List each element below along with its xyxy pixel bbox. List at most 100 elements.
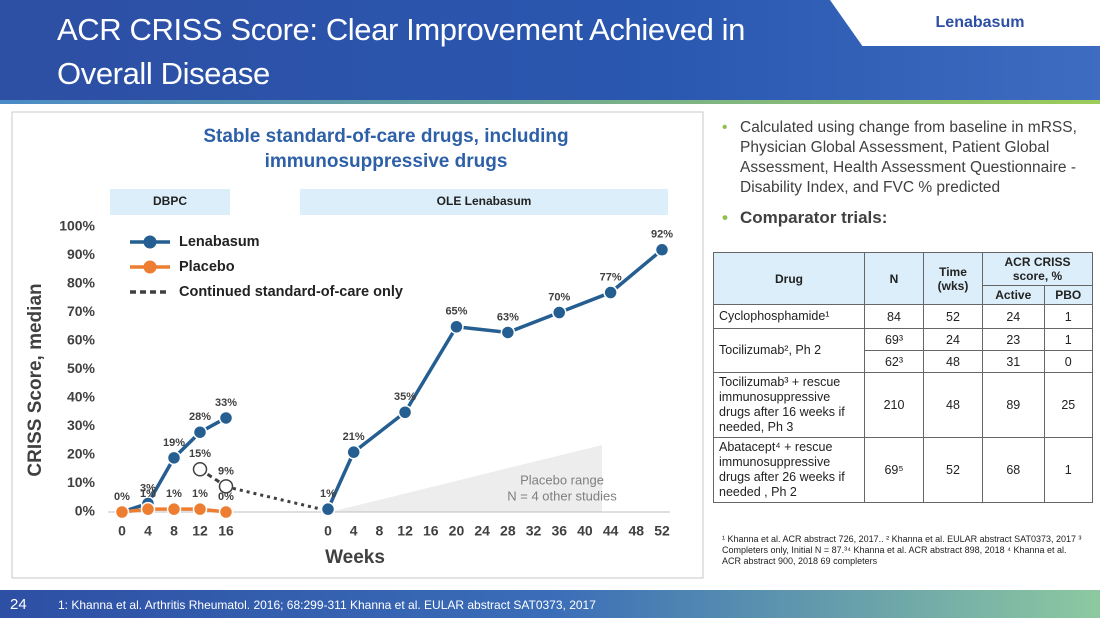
- legend-label: Placebo: [179, 259, 235, 275]
- data-label: 92%: [651, 229, 673, 241]
- cell: 48: [923, 350, 983, 373]
- data-point: [397, 405, 413, 420]
- comparator-table: Drug N Time (wks) ACR CRISS score, % Act…: [713, 252, 1094, 503]
- data-label: 35%: [394, 391, 416, 403]
- data-label: 19%: [163, 437, 185, 449]
- y-tick-label: 20%: [67, 446, 96, 462]
- data-point: [192, 501, 208, 517]
- legend-marker: [143, 260, 157, 274]
- data-point: [140, 501, 156, 517]
- x-tick-label: 36: [551, 523, 567, 539]
- data-label: 15%: [189, 448, 211, 460]
- x-tick-label: 24: [474, 523, 490, 539]
- y-tick-label: 80%: [67, 275, 96, 291]
- data-point: [192, 462, 208, 477]
- data-point: [500, 325, 516, 340]
- data-label: 1%: [166, 488, 182, 500]
- period-band: [300, 189, 668, 215]
- data-label: 1%: [192, 488, 208, 500]
- page-number: 24: [10, 596, 27, 613]
- footer-bar: [0, 590, 1100, 618]
- placebo-range-area: [330, 445, 602, 512]
- x-tick-label: 44: [603, 523, 619, 539]
- y-tick-label: 30%: [67, 417, 96, 433]
- data-point: [218, 410, 234, 426]
- header-rule: [0, 100, 1100, 104]
- y-tick-label: 50%: [67, 360, 96, 376]
- header-cell: Active: [982, 285, 1045, 305]
- x-tick-label: 4: [350, 523, 358, 539]
- x-tick-label: 0: [118, 523, 126, 539]
- data-point: [114, 504, 130, 520]
- tag: Lenabasum: [935, 14, 1025, 31]
- cell: 62³: [864, 350, 924, 373]
- x-tick-label: 20: [449, 523, 465, 539]
- cell: 25: [1043, 372, 1094, 438]
- x-tick-label: 12: [397, 523, 413, 539]
- period-band: [110, 189, 230, 215]
- footnote: ¹ Khanna et al. ACR abstract 726, 2017..…: [722, 534, 1082, 566]
- cell: 89: [982, 372, 1045, 438]
- data-point: [192, 424, 208, 440]
- x-tick-label: 12: [192, 523, 208, 539]
- cell: 52: [923, 437, 983, 503]
- cell: 68: [982, 437, 1045, 503]
- tag-tab: [830, 0, 1100, 46]
- data-label: 1%: [140, 488, 156, 500]
- cell: 1: [1043, 437, 1094, 503]
- y-tick-label: 10%: [67, 474, 96, 490]
- x-tick-label: 0: [324, 523, 332, 539]
- legend-label: Lenabasum: [179, 234, 260, 250]
- data-point: [166, 450, 182, 466]
- data-point: [346, 444, 361, 460]
- x-tick-label: 32: [526, 523, 542, 539]
- cell: 24: [982, 304, 1045, 329]
- header-cell: ACR CRISS score, %: [982, 252, 1093, 286]
- data-label: 77%: [600, 271, 622, 283]
- cell: 23: [982, 328, 1045, 351]
- data-label: 0%: [218, 491, 234, 503]
- period-label: DBPC: [153, 194, 187, 208]
- data-label: 63%: [497, 311, 519, 323]
- x-tick-label: 8: [170, 523, 178, 539]
- data-label: 70%: [548, 291, 570, 303]
- chart-title: Stable standard-of-care drugs, including…: [203, 126, 569, 172]
- legend-marker: [143, 235, 157, 249]
- x-tick-label: 48: [629, 523, 645, 539]
- x-tick-label: 40: [577, 523, 593, 539]
- data-point: [218, 479, 234, 494]
- cell: 69⁵: [864, 437, 924, 503]
- x-tick-label: 28: [500, 523, 516, 539]
- data-label: 1%: [320, 488, 336, 500]
- x-tick-label: 16: [423, 523, 439, 539]
- x-tick-label: 8: [375, 523, 383, 539]
- y-axis-label: CRISS Score, median: [25, 283, 46, 476]
- period-label: OLE Lenabasum: [437, 194, 532, 208]
- legend-label: Continued standard-of-care only: [179, 284, 403, 300]
- series-line: [326, 248, 664, 510]
- x-axis-label: Weeks: [325, 547, 385, 568]
- data-label: 28%: [189, 411, 211, 423]
- x-tick-label: 4: [144, 523, 152, 539]
- data-point: [551, 305, 567, 320]
- y-tick-label: 100%: [59, 218, 95, 234]
- header-cell: Drug: [713, 252, 865, 305]
- cell: 52: [923, 304, 983, 329]
- cell: 31: [982, 350, 1045, 373]
- data-point: [654, 242, 670, 258]
- data-point: [603, 285, 618, 300]
- data-label: 21%: [343, 431, 365, 443]
- cell: 1: [1043, 304, 1094, 329]
- cell: Tocilizumab², Ph 2: [713, 328, 865, 373]
- footer-text: 1: Khanna et al. Arthritis Rheumatol. 20…: [58, 598, 596, 612]
- cell: 210: [864, 372, 924, 438]
- cell: 0: [1043, 350, 1094, 373]
- cell: 69³: [864, 328, 924, 351]
- y-tick-label: 70%: [67, 303, 96, 319]
- cell: 1: [1043, 328, 1094, 351]
- cell: Cyclophosphamide¹: [713, 304, 865, 329]
- data-label: 33%: [215, 397, 237, 409]
- data-point: [320, 501, 336, 517]
